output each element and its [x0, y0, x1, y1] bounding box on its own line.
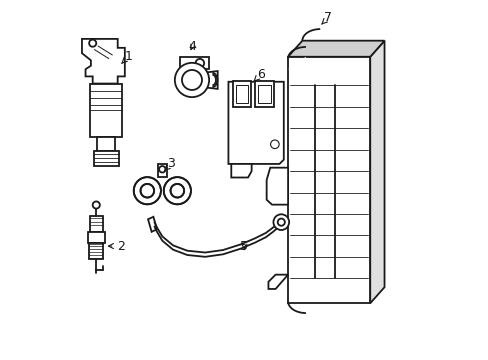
Polygon shape [235, 85, 248, 103]
Polygon shape [90, 84, 122, 137]
Polygon shape [231, 164, 251, 177]
Polygon shape [94, 152, 119, 166]
Polygon shape [180, 57, 208, 69]
Polygon shape [203, 71, 217, 89]
Circle shape [140, 184, 154, 198]
Circle shape [89, 40, 96, 47]
Circle shape [182, 70, 202, 90]
Polygon shape [287, 57, 369, 303]
Polygon shape [87, 232, 104, 243]
Polygon shape [228, 82, 283, 164]
Circle shape [134, 177, 161, 204]
Polygon shape [268, 275, 287, 289]
Polygon shape [258, 85, 270, 103]
Polygon shape [287, 57, 305, 69]
Polygon shape [287, 41, 384, 57]
Polygon shape [97, 137, 115, 152]
Polygon shape [369, 41, 384, 303]
Circle shape [195, 59, 203, 67]
Polygon shape [90, 216, 102, 232]
Polygon shape [266, 168, 287, 204]
Polygon shape [148, 217, 157, 232]
Text: 2: 2 [108, 240, 125, 253]
Polygon shape [147, 181, 177, 200]
Circle shape [277, 219, 285, 226]
Text: 7: 7 [321, 11, 332, 24]
Circle shape [159, 166, 165, 172]
Circle shape [175, 63, 209, 97]
Text: 5: 5 [240, 240, 248, 253]
Polygon shape [89, 243, 103, 258]
Circle shape [170, 184, 184, 198]
Circle shape [93, 202, 100, 208]
Polygon shape [255, 81, 273, 107]
Text: 3: 3 [164, 157, 175, 171]
Circle shape [270, 140, 279, 149]
Circle shape [273, 214, 288, 230]
Text: 1: 1 [122, 50, 132, 63]
Polygon shape [232, 81, 251, 107]
Polygon shape [82, 39, 124, 84]
Circle shape [163, 177, 190, 204]
Text: 4: 4 [188, 40, 196, 53]
Text: 6: 6 [253, 68, 264, 81]
Polygon shape [158, 163, 166, 177]
